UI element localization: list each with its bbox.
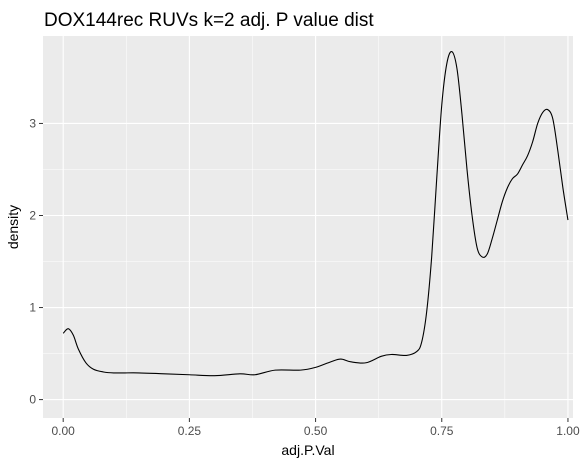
y-axis-title: density <box>5 205 21 249</box>
density-curve <box>62 51 569 377</box>
x-tick-label: 0.25 <box>178 424 202 438</box>
y-tick-label: 3 <box>29 116 36 130</box>
x-axis: 0.00 0.25 0.50 0.75 1.00 <box>52 418 580 438</box>
x-tick-label: 1.00 <box>556 424 580 438</box>
plot-panel <box>43 36 573 418</box>
x-tick-label: 0.50 <box>304 424 328 438</box>
y-tick-label: 1 <box>29 301 36 315</box>
y-tick-label: 2 <box>29 208 36 222</box>
y-tick-label: 0 <box>29 393 36 407</box>
chart-title: DOX144rec RUVs k=2 adj. P value dist <box>44 10 374 31</box>
x-tick-label: 0.00 <box>52 424 76 438</box>
x-axis-title: adj.P.Val <box>281 442 334 458</box>
x-tick-label: 0.75 <box>430 424 454 438</box>
y-axis: 0 1 2 3 <box>29 116 43 407</box>
